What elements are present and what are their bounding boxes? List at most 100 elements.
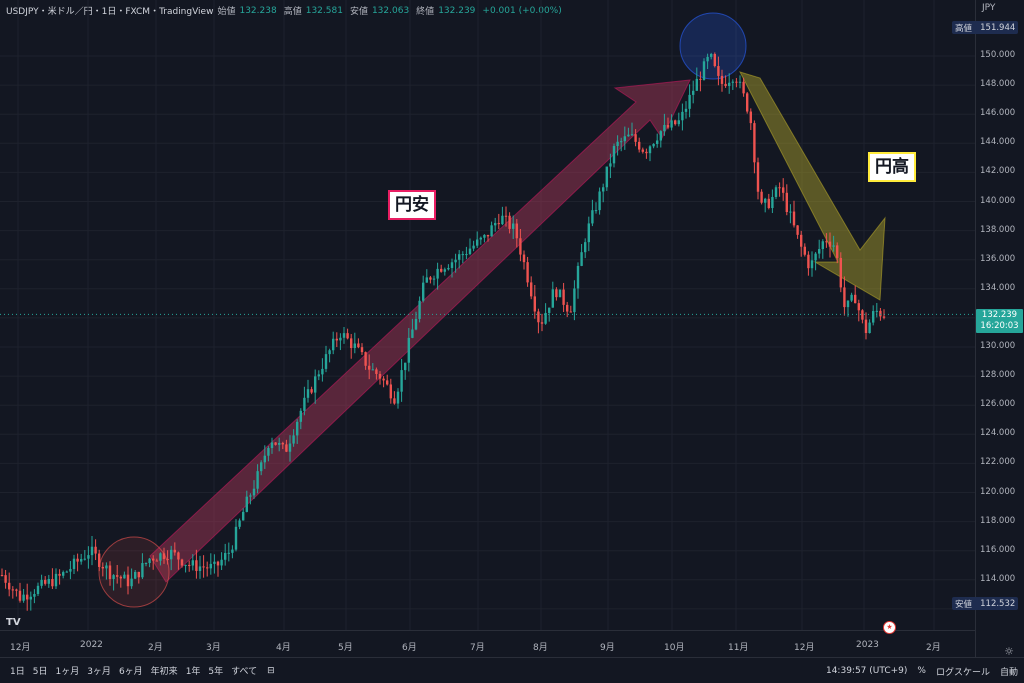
candle-body [152,558,155,561]
candle-body [321,368,324,375]
high-marker: 高値 151.944 [952,21,1019,34]
candle-body [551,289,554,308]
range-button[interactable]: すべて [231,667,258,677]
time-tick: 2022 [80,640,103,650]
price-tick: 118.000 [980,515,1016,526]
candle-body [537,311,540,323]
candle-body [573,288,576,313]
candle-body [612,146,616,164]
symbol-legend: USDJPY・米ドル／円・1日・FXCM・TradingView 始値 132.… [6,4,565,18]
clock-time[interactable]: 14:39:57 (UTC+9) [825,666,908,676]
range-button[interactable]: 1日 [10,667,25,677]
candle-body [407,337,410,363]
candle-body [267,447,270,456]
candle-body [548,307,551,313]
candle-body [839,257,842,288]
candle-body [738,81,742,83]
candle-body [656,140,659,144]
candle-body [249,495,252,497]
price-chart[interactable] [0,0,975,630]
candle-body [256,471,259,489]
candle-body [216,561,220,566]
candle-body [562,289,565,305]
candle-body [746,93,749,112]
candle-body [234,526,238,550]
candle-body [425,277,428,283]
candle-body [389,384,392,399]
candle-body [652,143,655,147]
candle-body [317,374,320,377]
price-tick: 116.000 [980,544,1016,555]
open-value: 132.238 [239,5,277,16]
time-axis[interactable] [0,630,975,657]
candle-body [386,380,389,385]
candle-body [670,120,673,128]
candle-body [278,442,281,445]
candle-body [645,151,648,154]
range-button[interactable]: 5日 [32,667,48,677]
candle-body [713,54,716,67]
candle-body [87,555,90,559]
candle-body [83,558,86,560]
settings-gear-icon[interactable]: ☼ [1004,645,1014,658]
range-button[interactable]: 6ヶ月 [118,667,143,677]
candle-body [630,134,634,136]
candle-body [94,546,97,554]
range-button[interactable]: 1年 [185,667,201,677]
range-button[interactable]: 1ヶ月 [55,667,80,677]
candle-body [245,496,248,512]
candle-body [400,370,403,392]
candle-body [393,398,396,404]
candle-body [170,549,173,560]
candle-body [771,196,774,209]
log-scale-toggle[interactable]: ログスケール [935,667,990,678]
candle-body [584,242,587,253]
candle-body [555,289,558,298]
range-button[interactable]: 3ヶ月 [87,667,111,677]
candle-body [353,343,356,349]
us-flag-event-icon[interactable]: ★ [883,621,896,634]
yen-weak-label: 円安 [388,190,436,220]
candle-body [72,558,76,569]
candle-body [18,590,22,601]
candle-body [62,572,65,576]
candle-body [465,254,468,256]
calendar-icon[interactable]: ⊟ [267,665,275,676]
time-tick: 7月 [470,643,485,653]
symbol-title[interactable]: USDJPY・米ドル／円・1日・FXCM・TradingView [6,7,214,17]
candle-body [530,282,533,297]
tradingview-logo[interactable]: TV [6,617,21,628]
candle-body [350,338,353,349]
time-tick: 6月 [402,643,417,653]
auto-scale-toggle[interactable]: 自動 [999,667,1018,678]
candle-body [832,245,835,247]
candle-body [695,78,698,91]
candle-body [544,312,547,324]
candle-body [0,574,4,576]
candle-body [144,563,148,565]
candle-body [648,146,652,154]
candle-body [281,442,284,445]
price-tick: 134.000 [980,282,1016,293]
candle-body [134,571,137,579]
range-button[interactable]: 年初来 [150,667,178,677]
candle-body [515,223,518,239]
candle-body [378,373,382,379]
range-button[interactable]: 5年 [208,667,224,677]
candle-body [11,589,14,591]
price-tick: 142.000 [980,166,1016,177]
candle-body [314,376,317,393]
candle-body [461,254,464,256]
current-price-tag: 132.239 16:20:03 [976,309,1023,333]
time-tick: 2023 [856,640,879,650]
candle-body [663,124,666,132]
percent-toggle[interactable]: % [917,666,926,676]
candle-body [728,82,731,87]
currency-label[interactable]: JPY [982,3,996,13]
close-value: 132.239 [438,5,476,16]
candle-body [436,268,439,279]
candle-body [591,210,594,224]
candle-body [112,575,115,579]
candle-body [623,136,626,142]
candle-body [382,378,385,381]
